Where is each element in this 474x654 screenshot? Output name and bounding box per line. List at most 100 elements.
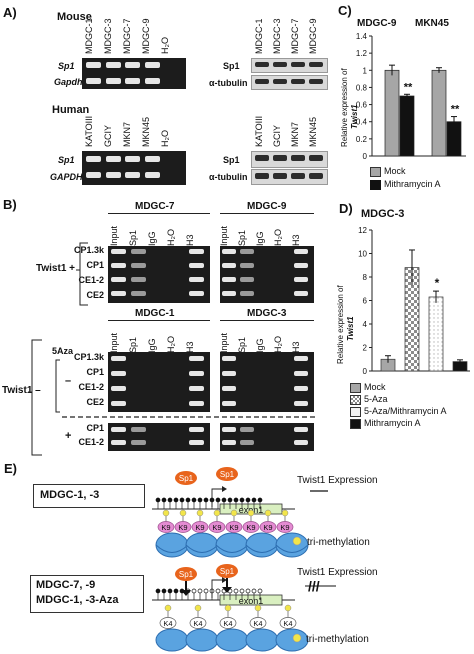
human-pcr-band-0-2	[125, 156, 140, 162]
chip-mdgc7-band-2-1	[130, 277, 146, 282]
chip-mdgc7-band-0-4	[189, 249, 204, 254]
expr-title-top: Twist1 Expression	[297, 475, 378, 486]
human-wb-sp1-blot	[251, 151, 328, 168]
top-tss-arrow	[211, 488, 222, 507]
k9-methyl-7	[281, 509, 289, 517]
human-wb-band-1-0	[255, 173, 269, 179]
k9-tail-4	[225, 521, 243, 533]
trimethyl-legend-bottom-icon	[292, 633, 302, 643]
mouse-wb-band-0-0	[255, 62, 269, 67]
group-label-mkn45: MKN45	[415, 18, 449, 29]
top-cpg-13	[233, 497, 239, 503]
k4-label-0: K4	[163, 619, 172, 628]
k4-methyl-2	[224, 604, 232, 612]
k4-methyl-0	[164, 604, 172, 612]
chip-mdgc9-band-2-0	[222, 277, 236, 282]
chip-mdgc1-aza-band-0-4	[189, 427, 204, 432]
chip-mdgc3-aza-band-1-0	[222, 440, 236, 445]
aza-minus: –	[65, 375, 72, 387]
panel-d-label: D)	[339, 201, 353, 216]
bottom-cpg-10	[215, 588, 221, 594]
sp1-down-arrowhead-2	[222, 587, 232, 593]
k9-methyl-0	[162, 509, 170, 517]
chip-mdgc7-band-0-1	[130, 249, 146, 254]
bottom-cpg-8	[203, 588, 209, 594]
nucleosome-bottom-1	[185, 628, 219, 652]
k9-tail-3	[208, 521, 226, 533]
chip-mdgc1-band-3-0	[111, 401, 126, 406]
top-cpg-11	[221, 497, 227, 503]
chip-mdgc3-band-3-0	[222, 401, 236, 406]
top-cpg-4	[179, 497, 185, 503]
chip-mdgc7-band-1-1	[130, 263, 146, 268]
chip-mdgc1-band-1-0	[111, 371, 126, 376]
bottom-cpg-17	[257, 588, 263, 594]
k4-methyl-3	[254, 604, 262, 612]
chip-mdgc3-band-0-0	[222, 356, 236, 361]
human-wb-tubulin-blot	[251, 169, 328, 185]
chart-d-significance: *	[435, 276, 440, 290]
chip-mdgc7-band-0-0	[111, 249, 126, 254]
bottom-cpg-13	[233, 588, 239, 594]
mouse-wb-band-1-2	[291, 79, 305, 84]
chip-mdgc3-band-2-4	[294, 386, 308, 391]
k4-label-2: K4	[223, 619, 232, 628]
nucleosome-top-wrap-1	[185, 544, 219, 553]
k9-label-0: K9	[161, 523, 170, 532]
bottom-right-underline	[220, 320, 314, 321]
human-wb-row-tubulin: α-tubulin	[209, 172, 248, 182]
bottom-cpg-16	[251, 588, 257, 594]
k4-tail-0	[159, 617, 177, 629]
k4-label-1: K4	[193, 619, 202, 628]
mouse-row-gapdh: Gapdh	[54, 77, 83, 87]
mouse-pcr-band-0-3	[144, 62, 160, 68]
nucleosome-bottom-3	[245, 628, 279, 652]
chart-d-ytick-label-2: 4	[363, 320, 368, 329]
chip-top-row-3: CE2	[86, 290, 104, 300]
chip-mdgc9-band-0-0	[222, 249, 236, 254]
mouse-pcr-band-1-2	[125, 78, 140, 84]
chip-top-row-0: CP1.3k	[73, 245, 104, 255]
chart-d-ytick-label-0: 0	[363, 367, 368, 376]
k9-tail-5	[242, 521, 260, 533]
chart-c-ytick-label-5: 1	[363, 66, 368, 75]
chip-mdgc7-band-3-0	[111, 291, 126, 296]
human-pcr-band-0-1	[105, 156, 121, 162]
top-cpg-0	[155, 497, 161, 503]
chip-mdgc9-band-2-4	[294, 277, 308, 282]
legend-d-label-2: 5-Aza/Mithramycin A	[364, 406, 447, 416]
k4-tail-4	[279, 617, 297, 629]
k4-tail-3	[249, 617, 267, 629]
chart-c-significance-1: **	[451, 104, 460, 116]
chip-mdgc9-band-0-4	[294, 249, 308, 254]
k4-methyl-4	[284, 604, 292, 612]
nucleosome-bottom-4	[275, 628, 309, 652]
chip-bottom-row-1: CP1	[86, 367, 104, 377]
k9-label-1: K9	[178, 523, 187, 532]
k9-label-4: K9	[229, 523, 238, 532]
k9-label-3: K9	[212, 523, 221, 532]
human-row-sp1: Sp1	[58, 155, 75, 165]
k9-tail-6	[259, 521, 277, 533]
bottom-cpg-1	[161, 588, 167, 594]
k4-tail-1	[189, 617, 207, 629]
legend-c-mithramycin-swatch	[370, 180, 381, 190]
chip-mdgc7-band-2-4	[189, 277, 204, 282]
mouse-pcr-band-1-1	[105, 78, 121, 84]
mouse-wb-sp1-blot	[251, 58, 328, 73]
human-pcr-band-0-0	[86, 156, 101, 162]
chip-mdgc9-band-3-0	[222, 291, 236, 296]
nucleosome-top-2	[215, 532, 249, 558]
k9-label-7: K9	[280, 523, 289, 532]
k9-label-5: K9	[246, 523, 255, 532]
chip-top-row-2: CE1-2	[78, 275, 104, 285]
chart-d-ytick-label-3: 6	[363, 297, 368, 306]
bottom-cpg-2	[167, 588, 173, 594]
twist1-plus-label: Twist1 +	[36, 263, 75, 274]
k4-label-3: K4	[253, 619, 262, 628]
nucleosome-top-wrap-4	[275, 544, 309, 553]
panel-e-label: E)	[4, 461, 17, 476]
chart-d-ytick-label-6: 12	[358, 226, 367, 235]
top-cpg-15	[245, 497, 251, 503]
